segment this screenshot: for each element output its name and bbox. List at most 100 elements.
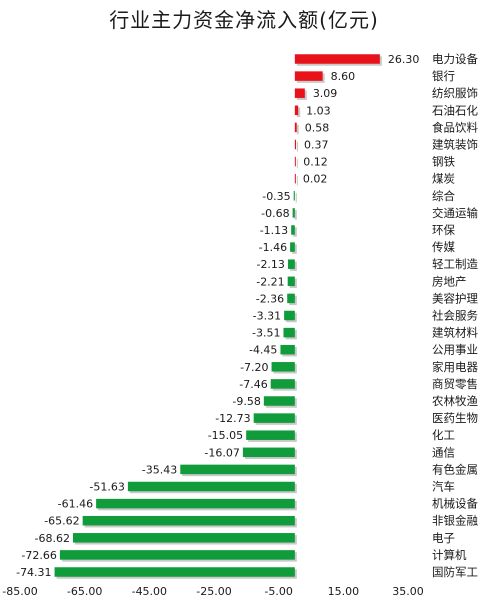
value-label: -7.46 xyxy=(239,378,267,391)
bar-有色金属 xyxy=(180,464,295,475)
category-label: 电子 xyxy=(432,531,455,545)
category-label: 汽车 xyxy=(432,480,455,494)
category-label: 商贸零售 xyxy=(432,377,478,391)
bar-非银金融 xyxy=(82,515,295,526)
category-label: 美容护理 xyxy=(432,291,478,305)
category-label: 环保 xyxy=(432,223,455,237)
bar-传媒 xyxy=(290,242,295,252)
value-label: -65.62 xyxy=(44,515,79,528)
bar-电子 xyxy=(72,533,295,543)
category-label: 家用电器 xyxy=(432,360,478,374)
value-label: -2.36 xyxy=(256,292,284,305)
category-label: 食品饮料 xyxy=(432,120,478,134)
value-label: -35.43 xyxy=(142,463,177,476)
category-label: 公用事业 xyxy=(432,343,478,357)
bar-汽车 xyxy=(127,481,295,492)
bar-美容护理 xyxy=(287,293,295,304)
value-label: 8.60 xyxy=(331,70,356,83)
bar-shadow xyxy=(296,175,298,186)
value-label: -72.66 xyxy=(21,549,56,562)
value-label: -3.31 xyxy=(253,310,281,323)
x-tick-label: 35.00 xyxy=(392,585,424,598)
x-tick-label: -45.00 xyxy=(132,585,167,598)
category-label: 轻工制造 xyxy=(432,257,478,271)
value-label: -51.63 xyxy=(89,481,124,494)
category-label: 综合 xyxy=(432,189,455,203)
x-tick-label: -65.00 xyxy=(67,585,102,598)
bar-家用电器 xyxy=(271,362,295,372)
category-label: 建筑材料 xyxy=(432,326,478,340)
value-label: 0.12 xyxy=(303,156,328,169)
bar-shadow xyxy=(295,193,297,203)
bar-银行 xyxy=(294,71,323,81)
bar-shadow xyxy=(296,107,301,118)
value-label: -1.13 xyxy=(260,224,288,237)
category-label: 钢铁 xyxy=(432,155,455,169)
bar-通信 xyxy=(242,447,295,458)
category-label: 房地产 xyxy=(432,274,467,288)
bar-shadow xyxy=(296,158,298,169)
value-label: -2.13 xyxy=(256,258,284,271)
bar-农林牧渔 xyxy=(263,396,295,406)
bar-建筑装饰 xyxy=(294,139,297,150)
bar-国防军工 xyxy=(54,567,295,577)
value-label: -0.68 xyxy=(261,207,289,220)
value-label: -1.46 xyxy=(259,241,287,254)
value-label: -3.51 xyxy=(252,327,280,340)
value-label: 1.03 xyxy=(306,104,331,117)
bar-环保 xyxy=(291,225,295,235)
category-label: 计算机 xyxy=(432,548,467,562)
value-label: -15.05 xyxy=(208,429,243,442)
value-label: 3.09 xyxy=(313,87,338,100)
bar-石油石化 xyxy=(294,105,299,116)
bar-交通运输 xyxy=(292,208,295,218)
value-label: -7.20 xyxy=(240,361,268,374)
category-label: 通信 xyxy=(432,445,455,459)
bar-公用事业 xyxy=(280,344,295,355)
value-label: -2.21 xyxy=(256,275,284,288)
category-label: 有色金属 xyxy=(432,462,478,476)
value-label: -9.58 xyxy=(232,395,260,408)
category-label: 石油石化 xyxy=(432,103,478,117)
category-label: 电力设备 xyxy=(432,52,478,66)
bar-社会服务 xyxy=(284,310,295,321)
bar-房地产 xyxy=(287,276,295,287)
bar-轻工制造 xyxy=(287,259,295,269)
x-tick-label: -5.00 xyxy=(264,585,292,598)
category-label: 交通运输 xyxy=(432,206,478,220)
bar-综合 xyxy=(293,191,295,201)
value-label: 0.02 xyxy=(303,173,328,186)
bar-化工 xyxy=(246,430,295,440)
value-label: -16.07 xyxy=(204,446,239,459)
category-label: 医药生物 xyxy=(432,411,478,425)
value-label: 0.58 xyxy=(305,121,330,134)
bar-计算机 xyxy=(59,550,295,560)
bar-机械设备 xyxy=(96,498,295,509)
value-label: -0.35 xyxy=(262,190,290,203)
x-tick-label: 15.00 xyxy=(328,585,360,598)
value-label: -61.46 xyxy=(58,498,93,511)
category-label: 建筑装饰 xyxy=(432,138,478,152)
category-label: 机械设备 xyxy=(432,497,478,511)
bar-医药生物 xyxy=(253,413,295,423)
category-label: 国防军工 xyxy=(432,565,478,579)
value-label: -4.45 xyxy=(249,344,277,357)
category-label: 传媒 xyxy=(432,240,455,254)
x-tick-label: -25.00 xyxy=(196,585,231,598)
chart-title: 行业主力资金净流入额(亿元) xyxy=(109,8,379,32)
category-label: 农林牧渔 xyxy=(432,394,478,408)
value-label: -68.62 xyxy=(34,532,69,545)
value-label: 26.30 xyxy=(388,53,420,66)
bar-shadow xyxy=(296,141,299,152)
category-label: 纺织服饰 xyxy=(432,86,478,100)
category-label: 煤炭 xyxy=(432,172,455,186)
bar-建筑材料 xyxy=(283,327,295,338)
bar-shadow xyxy=(293,227,297,237)
value-label: -12.73 xyxy=(215,412,250,425)
category-label: 非银金融 xyxy=(432,514,478,528)
category-label: 银行 xyxy=(432,69,455,83)
value-label: -74.31 xyxy=(16,566,51,579)
bar-纺织服饰 xyxy=(294,88,305,98)
bar-煤炭 xyxy=(294,173,296,184)
